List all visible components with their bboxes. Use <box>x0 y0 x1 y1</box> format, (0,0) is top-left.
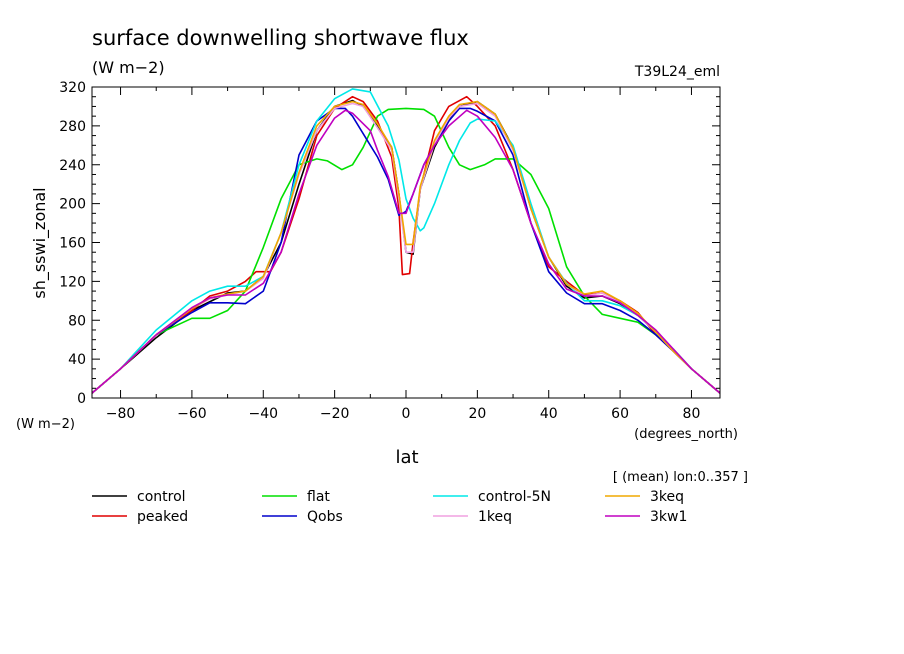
x-axis-units: (degrees_north) <box>634 427 738 442</box>
axis-ticks <box>92 86 720 399</box>
series-line-control-5N <box>91 88 721 394</box>
legend-item-peaked: peaked <box>92 509 188 525</box>
legend: control peaked flat Qobs control-5N 1keq 3keq 3… <box>92 489 687 525</box>
mean-note: [ (mean) lon:0..357 ] <box>613 470 748 485</box>
x-tick-label: −80 <box>106 406 136 422</box>
x-tick-label: −60 <box>177 406 207 422</box>
run-id: T39L24_eml <box>634 64 720 80</box>
legend-label: 3kw1 <box>650 509 687 525</box>
legend-label: Qobs <box>307 509 343 525</box>
x-tick-label: 80 <box>683 406 701 422</box>
legend-item-Qobs: Qobs <box>262 509 343 525</box>
legend-item-control: control <box>92 489 186 505</box>
tick-labels: −80 −60 −40 −20 0 20 40 60 80 0 40 80 120 160 200 240 28… <box>59 80 700 422</box>
legend-item-3keq: 3keq <box>605 489 684 505</box>
y-tick-label: 0 <box>77 391 86 407</box>
y-tick-label: 160 <box>59 236 86 252</box>
y-tick-label: 40 <box>68 352 86 368</box>
x-tick-label: 60 <box>611 406 629 422</box>
y-tick-label: 80 <box>68 313 86 329</box>
y-tick-label: 280 <box>59 119 86 135</box>
legend-label: flat <box>307 489 330 505</box>
y-tick-label: 240 <box>59 158 86 174</box>
x-axis-label: lat <box>395 447 418 468</box>
series-line-3keq <box>91 100 721 394</box>
x-tick-label: −40 <box>248 406 278 422</box>
x-tick-label: −20 <box>320 406 350 422</box>
y-tick-label: 320 <box>59 80 86 96</box>
legend-label: 3keq <box>650 489 684 505</box>
x-tick-label: 0 <box>402 406 411 422</box>
legend-item-1keq: 1keq <box>433 509 512 525</box>
y-axis-units: (W m−2) <box>16 417 75 432</box>
chart-title: surface downwelling shortwave flux <box>92 26 469 50</box>
series-line-3kw1 <box>91 109 721 394</box>
y-tick-label: 200 <box>59 197 86 213</box>
series-line-1keq <box>91 102 721 394</box>
x-tick-label: 40 <box>540 406 558 422</box>
y-tick-label: 120 <box>59 274 86 290</box>
legend-label: control <box>137 489 186 505</box>
y-axis-label: sh_sswi_zonal <box>30 187 50 298</box>
legend-label: control-5N <box>478 489 551 505</box>
legend-item-flat: flat <box>262 489 330 505</box>
plot-series <box>91 88 721 394</box>
legend-label: 1keq <box>478 509 512 525</box>
legend-label: peaked <box>137 509 188 525</box>
legend-item-3kw1: 3kw1 <box>605 509 687 525</box>
x-tick-label: 20 <box>468 406 486 422</box>
legend-item-control-5N: control-5N <box>433 489 551 505</box>
chart-units: (W m−2) <box>92 58 165 77</box>
